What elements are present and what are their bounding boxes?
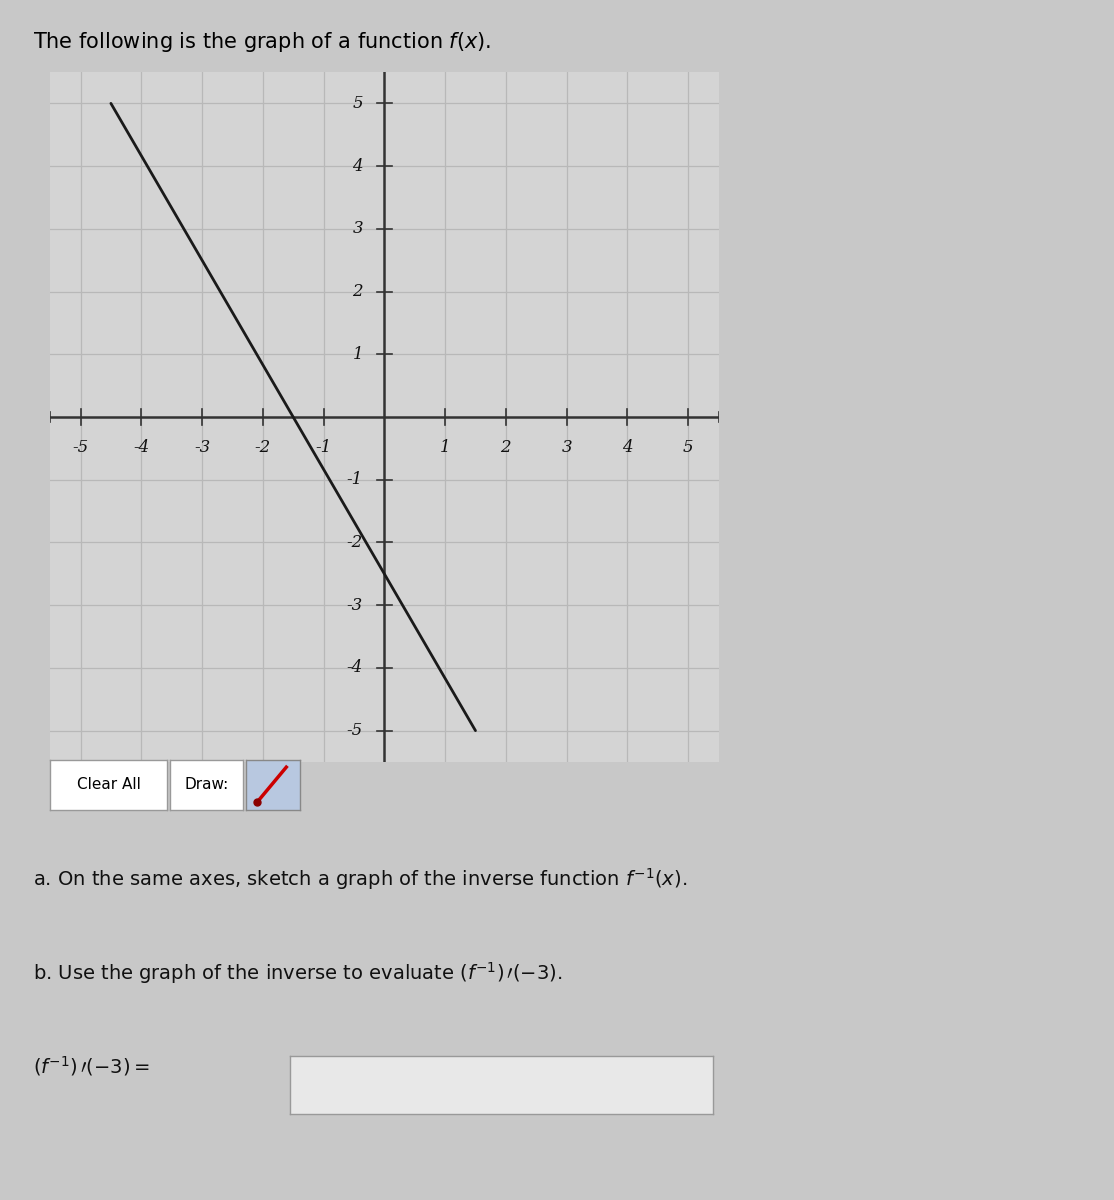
Text: -5: -5	[72, 439, 89, 456]
Text: -4: -4	[134, 439, 149, 456]
Text: $(f^{-1})\,\prime(-3) =$: $(f^{-1})\,\prime(-3) =$	[33, 1054, 150, 1078]
Text: 2: 2	[352, 283, 363, 300]
Text: 5: 5	[683, 439, 693, 456]
Text: -3: -3	[346, 596, 363, 613]
Text: -3: -3	[194, 439, 211, 456]
Text: -4: -4	[346, 660, 363, 677]
Text: Clear All: Clear All	[77, 778, 140, 792]
Text: b. Use the graph of the inverse to evaluate $(f^{-1})\,\prime(-3)$.: b. Use the graph of the inverse to evalu…	[33, 960, 563, 986]
Text: 1: 1	[440, 439, 450, 456]
Text: -2: -2	[346, 534, 363, 551]
Text: -5: -5	[346, 722, 363, 739]
Text: The following is the graph of a function $f(x)$.: The following is the graph of a function…	[33, 30, 491, 54]
Text: 3: 3	[352, 221, 363, 238]
Text: 2: 2	[500, 439, 511, 456]
Text: 4: 4	[622, 439, 633, 456]
Text: 3: 3	[561, 439, 571, 456]
Text: -1: -1	[346, 472, 363, 488]
Text: Draw:: Draw:	[185, 778, 228, 792]
Text: -2: -2	[255, 439, 271, 456]
Text: 4: 4	[352, 157, 363, 174]
Text: 1: 1	[352, 346, 363, 362]
Text: 5: 5	[352, 95, 363, 112]
Text: -1: -1	[315, 439, 332, 456]
Text: a. On the same axes, sketch a graph of the inverse function $f^{-1}(x)$.: a. On the same axes, sketch a graph of t…	[33, 866, 687, 893]
